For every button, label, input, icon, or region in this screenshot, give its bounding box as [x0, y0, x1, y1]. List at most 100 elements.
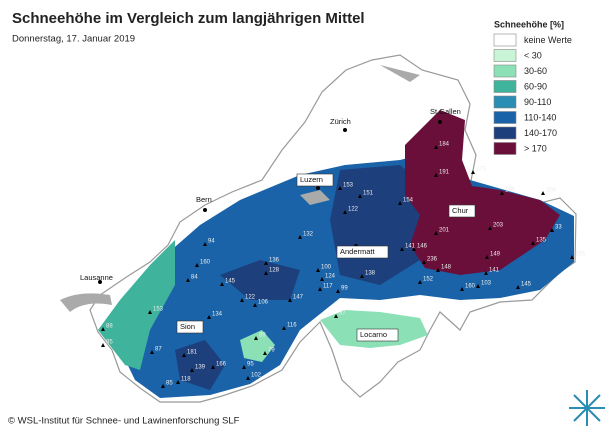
city-label-box: [448, 204, 476, 218]
station-marker: [541, 191, 545, 195]
city-dot: [203, 208, 207, 212]
station-value: 100: [321, 265, 332, 271]
station-marker: [570, 255, 574, 259]
region-30-60: [240, 310, 428, 362]
city-label: Locarno: [360, 330, 387, 339]
station-value: 139: [195, 365, 206, 371]
station-value: 208: [546, 188, 557, 194]
subtitle: Donnerstag, 17. Januar 2019: [12, 34, 135, 45]
legend-swatch: [493, 111, 517, 124]
station-value: 89: [259, 333, 266, 339]
station-value: 201: [439, 228, 450, 234]
station-marker: [400, 247, 404, 251]
station-value: 273: [476, 167, 487, 173]
station-value: 94: [208, 239, 215, 245]
region-60-90: [98, 240, 175, 370]
legend-swatch: [493, 64, 517, 78]
station-marker: [476, 284, 480, 288]
legend-swatch: [493, 33, 517, 47]
station-marker: [460, 287, 464, 291]
station-marker: [195, 263, 199, 267]
station-value: 103: [481, 281, 492, 287]
station-marker: [176, 380, 180, 384]
station-value: 124: [325, 274, 336, 280]
station-marker: [500, 191, 504, 195]
legend-label: 110-140: [524, 112, 556, 122]
station-value: 141: [489, 268, 500, 274]
city-label-box: [336, 245, 389, 259]
station-value: 181: [187, 350, 198, 356]
station-value: 185: [505, 188, 516, 194]
station-value: 118: [181, 377, 191, 383]
station-value: 122: [245, 295, 256, 301]
station-value: 141: [405, 244, 416, 250]
station-marker: [343, 210, 347, 214]
station-marker: [412, 247, 416, 251]
station-value: 203: [493, 223, 504, 229]
station-value: 102: [251, 373, 262, 379]
city-label: Luzern: [300, 175, 323, 184]
station-value: 136: [269, 258, 280, 264]
station-marker: [282, 326, 286, 330]
station-marker: [190, 368, 194, 372]
station-value: 154: [403, 198, 414, 204]
station-value: 152: [423, 277, 434, 283]
station-marker: [436, 268, 440, 272]
station-value: 148: [441, 265, 452, 271]
station-marker: [240, 298, 244, 302]
city-dot: [98, 280, 102, 284]
city-dot: [438, 120, 442, 124]
station-marker: [288, 298, 292, 302]
station-marker: [531, 241, 535, 245]
region-over-170: [405, 110, 560, 275]
station-marker: [334, 314, 338, 318]
station-value: 166: [216, 362, 227, 368]
legend-label: > 170: [524, 143, 547, 153]
station-marker: [148, 310, 152, 314]
credit: © WSL-Institut für Schnee- und Lawinenfo…: [8, 416, 240, 427]
logo: [569, 390, 605, 426]
station-value: 132: [303, 232, 314, 238]
station-value: 147: [293, 295, 304, 301]
legend-swatch: [493, 95, 517, 109]
station-marker: [422, 260, 426, 264]
station-value: 153: [153, 307, 164, 313]
station-value: 155: [575, 252, 586, 258]
station-marker: [246, 376, 250, 380]
station-marker: [434, 145, 438, 149]
station-marker: [320, 277, 324, 281]
city-label: Andermatt: [340, 247, 376, 256]
legend-label: keine Werte: [524, 35, 572, 45]
city-label-box: [356, 328, 399, 342]
station-value: 138: [365, 271, 376, 277]
station-marker: [550, 228, 554, 232]
station-marker: [434, 173, 438, 177]
station-value: 145: [225, 279, 236, 285]
city-dot: [316, 186, 320, 190]
station-value: 153: [343, 183, 354, 189]
station-marker: [211, 365, 215, 369]
station-marker: [186, 278, 190, 282]
station-marker: [203, 242, 207, 246]
legend: Schneehöhe [%] keine Werte < 30 30-60 60-90…: [493, 19, 572, 155]
legend-title: Schneehöhe [%]: [494, 19, 564, 29]
station-marker: [338, 186, 342, 190]
stations: 184 191 273 185 208 154 153 151 122 132 94 160 84 136…: [101, 142, 586, 388]
legend-label: 60-90: [524, 81, 547, 91]
station-marker: [253, 303, 257, 307]
station-value: 95: [106, 340, 113, 346]
station-marker: [264, 261, 268, 265]
city-dot: [343, 128, 347, 132]
station-value: 128: [269, 268, 280, 274]
station-marker: [263, 351, 267, 355]
station-marker: [101, 327, 105, 331]
station-value: 151: [363, 191, 374, 197]
station-value: 84: [191, 275, 198, 281]
station-marker: [264, 271, 268, 275]
cities: St.Gallen Zürich Luzern Bern Chur Andermatt La…: [80, 107, 476, 342]
city-label: Bern: [196, 195, 212, 204]
station-value: 33: [555, 225, 562, 231]
legend-swatch: [493, 126, 517, 140]
station-marker: [358, 194, 362, 198]
city-label-box: [176, 320, 204, 334]
